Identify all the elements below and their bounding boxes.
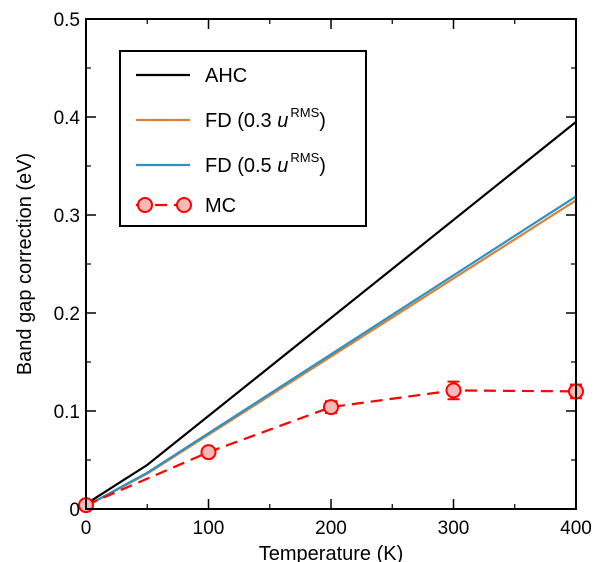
legend: AHC FD (0.3 u RMS) FD (0.5 u RMS) MC	[119, 50, 367, 227]
series-line-2	[85, 195, 577, 508]
y-axis-title: Band gap correction (eV)	[14, 153, 36, 375]
series-line-3	[85, 389, 577, 507]
legend-label-1: FD (0.3 u RMS)	[205, 105, 326, 132]
y-tick-label: 0.4	[54, 108, 81, 129]
legend-label-2: FD (0.5 u RMS)	[205, 150, 326, 177]
x-tick-label: 100	[193, 518, 225, 539]
y-tick-label: 0	[69, 500, 80, 521]
x-tick-label: 400	[560, 518, 592, 539]
legend-marker	[176, 197, 192, 213]
axis-ticks: 0 100 200 300 400 0 0.1 0.2 0.3 0.4 0.5	[54, 10, 592, 539]
y-tick-label: 0.2	[54, 304, 80, 325]
x-tick-label: 300	[438, 518, 470, 539]
data-point	[323, 399, 339, 416]
plot-area	[78, 121, 584, 514]
legend-box	[119, 50, 367, 227]
data-point	[445, 382, 462, 399]
legend-marker	[137, 197, 153, 213]
y-tick-label: 0.1	[54, 402, 80, 423]
y-tick-label: 0.5	[54, 10, 80, 31]
legend-label-0: AHC	[205, 65, 247, 87]
legend-label-3: MC	[205, 195, 236, 217]
x-tick-label: 200	[315, 518, 347, 539]
x-axis-title: Temperature (K)	[259, 543, 404, 562]
x-tick-label: 0	[81, 518, 92, 539]
y-tick-label: 0.3	[54, 206, 80, 227]
data-point	[200, 444, 217, 461]
series-line-0	[85, 121, 577, 506]
